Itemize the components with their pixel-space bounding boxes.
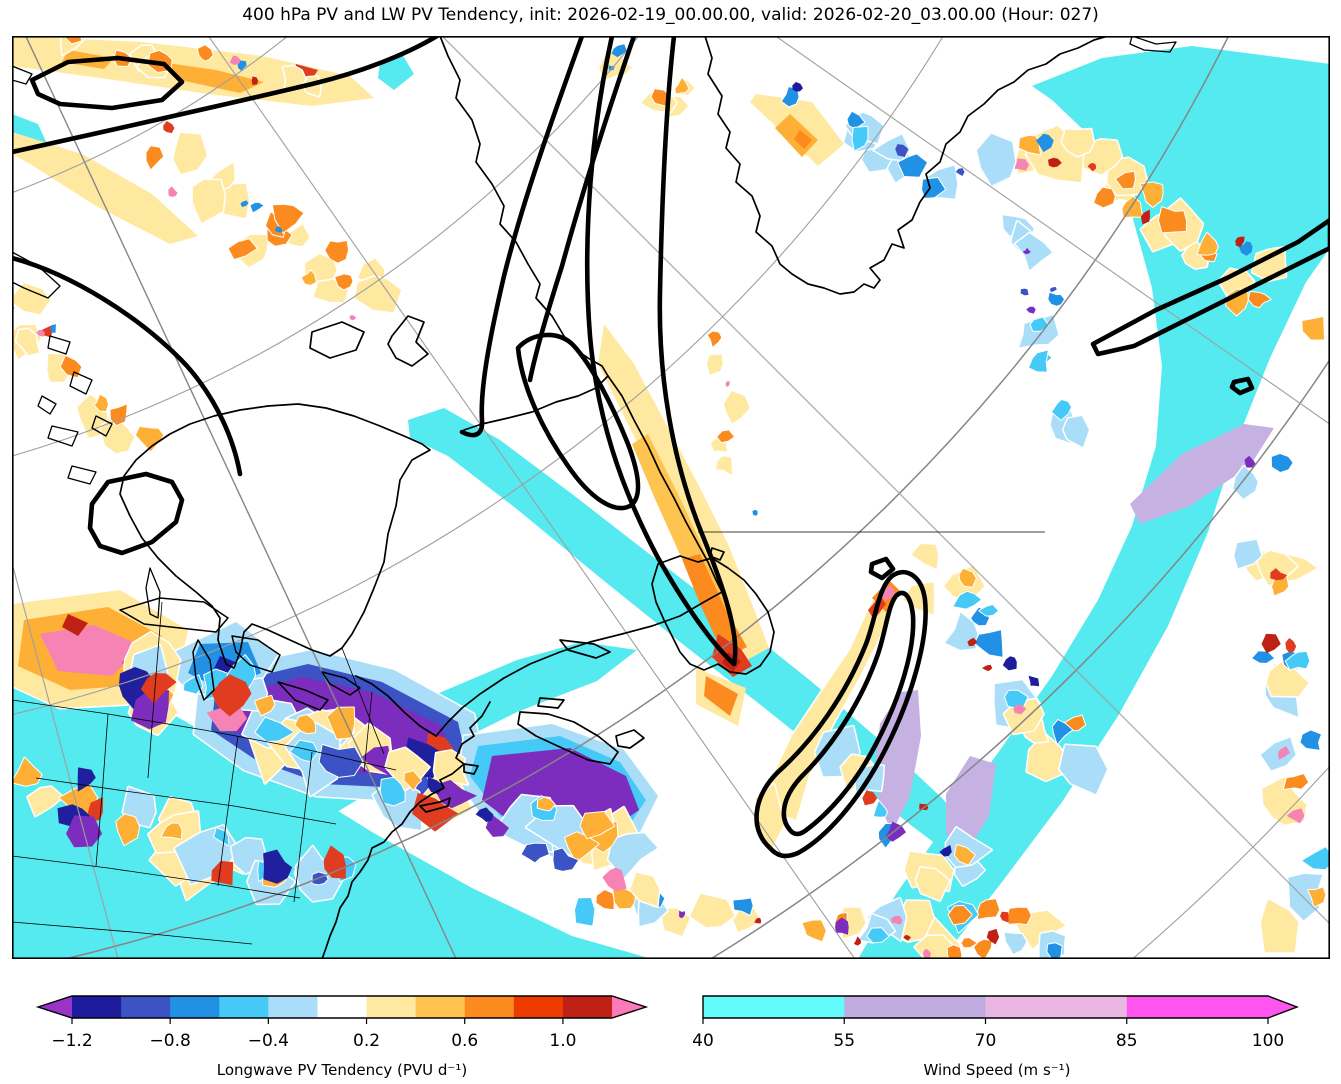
svg-text:Wind Speed (m s⁻¹): Wind Speed (m s⁻¹)	[923, 1061, 1070, 1079]
pv-tendency-noise	[12, 36, 1330, 959]
svg-text:55: 55	[833, 1031, 855, 1051]
svg-text:85: 85	[1116, 1031, 1138, 1051]
map-canvas	[12, 36, 1330, 959]
pv-tendency-colorbar: −1.2 −0.8 −0.4 0.2 0.6 1.0 Longwave PV Tendenc…	[35, 995, 649, 1079]
state-borders	[12, 531, 1045, 945]
svg-text:70: 70	[975, 1031, 997, 1051]
svg-text:40: 40	[692, 1031, 714, 1051]
figure-title: 400 hPa PV and LW PV Tendency, init: 202…	[242, 5, 1099, 25]
wind-speed-colorbar: 40 55 70 85 100 Wind Speed (m s⁻¹)	[692, 995, 1299, 1079]
coastlines	[12, 36, 1177, 959]
pv-contours	[12, 36, 1330, 859]
svg-text:−0.4: −0.4	[248, 1031, 289, 1051]
weather-map	[12, 36, 1330, 959]
svg-text:100: 100	[1252, 1031, 1284, 1051]
svg-text:1.0: 1.0	[549, 1031, 576, 1051]
svg-text:0.2: 0.2	[353, 1031, 380, 1051]
svg-text:0.6: 0.6	[451, 1031, 478, 1051]
svg-text:−0.8: −0.8	[150, 1031, 191, 1051]
svg-text:−1.2: −1.2	[51, 1031, 92, 1051]
graticule-lines	[12, 36, 1330, 959]
map-frame	[12, 36, 1330, 959]
svg-text:Longwave PV Tendency (PVU d⁻¹): Longwave PV Tendency (PVU d⁻¹)	[217, 1061, 467, 1079]
